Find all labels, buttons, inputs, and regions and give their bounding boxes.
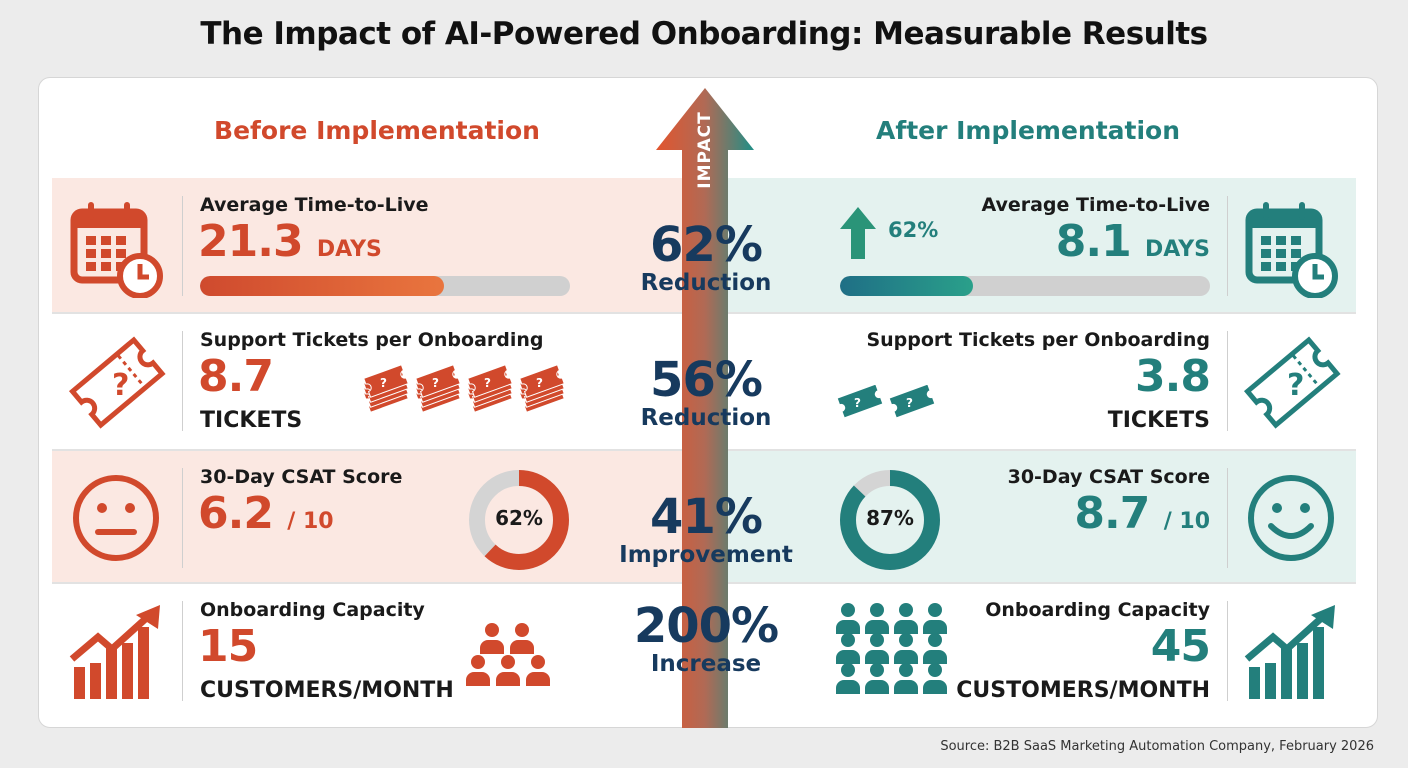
after-value: 8.7 / 10 [1074, 488, 1210, 539]
csat-donut [840, 470, 940, 570]
change-stat: 200% Increase [586, 601, 826, 677]
svg-text:?: ? [906, 396, 913, 410]
divider [1227, 196, 1228, 296]
people-group-icon [466, 623, 550, 686]
after-value: 45 [1150, 621, 1211, 672]
before-unit: / 10 [287, 509, 334, 534]
after-unit: CUSTOMERS/MONTH [956, 678, 1210, 703]
before-heading: Before Implementation [214, 116, 540, 145]
growth-chart-icon [69, 605, 160, 699]
after-unit: TICKETS [1107, 408, 1210, 433]
ticket-stack-icon: ? [415, 365, 461, 413]
metric-label: 30-Day CSAT Score [1007, 466, 1210, 488]
metric-label: 30-Day CSAT Score [200, 466, 403, 488]
change-stat: 56% Reduction [586, 355, 826, 431]
impact-arrow-icon [656, 88, 754, 728]
ticket-stack-icon: ? [467, 365, 513, 413]
change-value: 41% [650, 489, 763, 545]
ticket-question-icon: ? [1243, 336, 1341, 429]
change-value: 56% [650, 352, 763, 408]
before-value: 15 [198, 621, 258, 672]
after-csat-donut: 87% [838, 468, 942, 572]
change-label: Reduction [640, 270, 772, 296]
donut-label: 62% [495, 506, 543, 530]
donut-fill [840, 470, 940, 570]
metric-label: Support Tickets per Onboarding [866, 329, 1210, 351]
up-arrow-icon [840, 207, 876, 259]
divider [182, 601, 183, 701]
arrow-label: IMPACT [695, 111, 715, 189]
svg-text:?: ? [380, 376, 387, 390]
donut-fill [469, 470, 569, 570]
people-group-icon [836, 603, 947, 694]
divider [1227, 468, 1228, 568]
svg-text:?: ? [1287, 368, 1304, 403]
page-title: The Impact of AI-Powered Onboarding: Mea… [200, 16, 1208, 52]
before-csat-donut: 62% [467, 468, 571, 572]
calendar-clock-icon [1245, 202, 1338, 298]
change-label: Increase [650, 651, 762, 677]
divider [1227, 331, 1228, 431]
metric-label: Average Time-to-Live [200, 194, 429, 216]
ticket-icon: ? [837, 385, 883, 418]
donut-label: 87% [866, 506, 914, 530]
after-progress-bar [840, 276, 1210, 296]
divider [182, 331, 183, 431]
row-bg [706, 450, 1356, 583]
ticket-question-icon: ? [68, 336, 166, 429]
before-value: 21.3 DAYS [198, 216, 382, 267]
ticket-stack-icon: ? [519, 365, 565, 413]
improvement-badge: 62% [888, 218, 939, 242]
change-stat: 62% Reduction [586, 220, 826, 296]
ticket-icon: ? [889, 385, 935, 418]
before-value: 6.2 / 10 [198, 488, 334, 539]
metric-label: Average Time-to-Live [981, 194, 1210, 216]
svg-text:?: ? [854, 396, 861, 410]
divider [182, 468, 183, 568]
change-label: Improvement [619, 542, 793, 568]
svg-text:?: ? [484, 376, 491, 390]
divider [1227, 601, 1228, 701]
ticket-stack-icon: ? [363, 365, 409, 413]
face-icon [73, 475, 159, 561]
growth-chart-icon [1244, 605, 1335, 699]
before-progress-bar [200, 276, 570, 296]
divider [182, 196, 183, 296]
change-label: Reduction [640, 405, 772, 431]
before-unit: DAYS [316, 237, 382, 262]
change-value: 62% [650, 217, 763, 273]
before-unit: CUSTOMERS/MONTH [200, 678, 454, 703]
after-value: 3.8 [1135, 351, 1211, 402]
face-icon [1248, 475, 1334, 561]
metric-label: Support Tickets per Onboarding [200, 329, 544, 351]
change-value: 200% [633, 598, 779, 654]
after-unit: DAYS [1145, 237, 1210, 262]
svg-text:?: ? [536, 376, 543, 390]
after-value: 8.1 DAYS [1055, 216, 1210, 267]
after-unit: / 10 [1163, 509, 1210, 534]
calendar-clock-icon [70, 202, 163, 298]
source-note: Source: B2B SaaS Marketing Automation Co… [940, 739, 1374, 754]
svg-text:?: ? [112, 368, 129, 403]
svg-text:?: ? [432, 376, 439, 390]
row-bg [52, 450, 706, 583]
change-stat: 41% Improvement [586, 492, 826, 568]
before-unit: TICKETS [200, 408, 303, 433]
after-heading: After Implementation [875, 116, 1181, 145]
csat-donut [469, 470, 569, 570]
metric-label: Onboarding Capacity [985, 599, 1210, 621]
metric-label: Onboarding Capacity [200, 599, 425, 621]
before-value: 8.7 [198, 351, 274, 402]
